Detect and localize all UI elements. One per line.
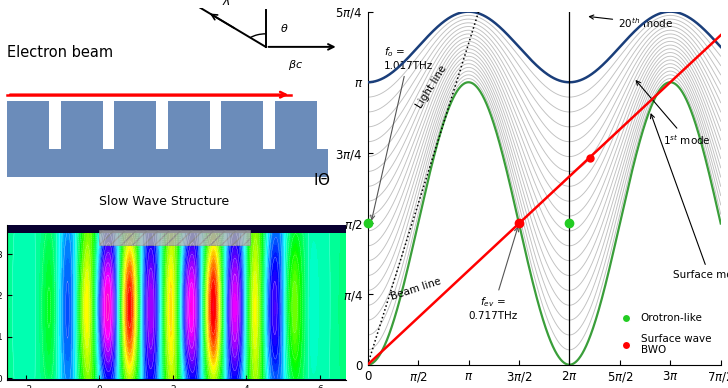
Text: $f_{ev}$ =
0.717THz: $f_{ev}$ = 0.717THz	[469, 227, 518, 321]
Bar	[114, 101, 157, 149]
Bar	[7, 101, 50, 149]
Bar	[167, 101, 210, 149]
Bar	[275, 101, 317, 149]
Bar	[61, 101, 103, 149]
Bar	[7, 149, 328, 177]
Y-axis label: I$\Theta$: I$\Theta$	[313, 172, 331, 188]
Legend: Orotron-like, Surface wave
BWO: Orotron-like, Surface wave BWO	[612, 309, 716, 360]
Bar	[221, 101, 264, 149]
Text: Electron beam: Electron beam	[7, 45, 114, 60]
Text: $\beta c$: $\beta c$	[288, 58, 303, 72]
Text: Beam line: Beam line	[389, 276, 442, 302]
Text: Surface mode: Surface mode	[651, 114, 728, 280]
Bar	[99, 230, 250, 245]
Text: 20$^{th}$ mode: 20$^{th}$ mode	[590, 15, 673, 30]
Text: 1$^{st}$ mode: 1$^{st}$ mode	[636, 81, 711, 147]
Text: $\lambda$: $\lambda$	[222, 0, 231, 8]
Text: $f_o$ =
1.017THz: $f_o$ = 1.017THz	[371, 45, 433, 220]
Text: Light line: Light line	[415, 64, 449, 111]
Text: $\theta$: $\theta$	[280, 22, 289, 34]
Text: Slow Wave Structure: Slow Wave Structure	[99, 195, 229, 208]
